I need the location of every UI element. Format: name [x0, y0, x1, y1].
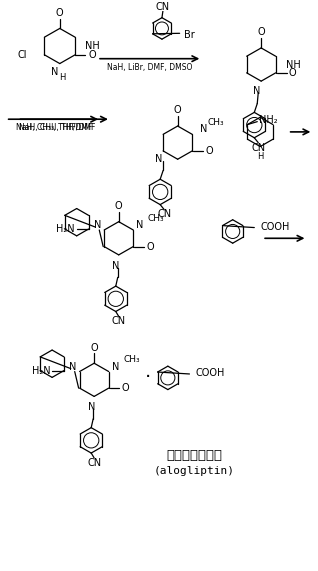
- Text: N: N: [69, 361, 76, 372]
- Text: O: O: [146, 242, 154, 252]
- Text: O: O: [56, 8, 64, 18]
- Text: N: N: [252, 86, 260, 96]
- Text: N: N: [87, 402, 95, 412]
- Text: NH: NH: [85, 41, 100, 51]
- Text: Cl: Cl: [17, 50, 27, 60]
- Text: COOH: COOH: [260, 222, 290, 232]
- Text: O: O: [205, 146, 213, 156]
- Text: COOH: COOH: [195, 368, 225, 378]
- Text: O: O: [90, 343, 98, 353]
- Text: N: N: [51, 67, 59, 77]
- Text: NaH, CH₃I, THF/DMF: NaH, CH₃I, THF/DMF: [19, 123, 95, 132]
- Text: O: O: [88, 50, 96, 60]
- Text: N: N: [155, 154, 162, 164]
- Text: NH: NH: [286, 59, 300, 70]
- Text: O: O: [174, 106, 182, 115]
- Text: H: H: [257, 152, 263, 161]
- Text: NaH, CH₃I, THF/DMF: NaH, CH₃I, THF/DMF: [16, 123, 92, 132]
- Text: O: O: [289, 68, 296, 78]
- Text: CN: CN: [87, 458, 101, 468]
- Text: CH₃: CH₃: [148, 214, 165, 223]
- Text: H₂N: H₂N: [32, 365, 50, 376]
- Text: 苯甲酸阶格列汀: 苯甲酸阶格列汀: [166, 449, 222, 463]
- Text: Br: Br: [183, 30, 194, 41]
- Text: N: N: [112, 260, 120, 271]
- Text: CH₃: CH₃: [208, 118, 225, 127]
- Text: NH₂: NH₂: [259, 115, 278, 124]
- Text: N: N: [93, 220, 101, 230]
- Text: O: O: [115, 201, 122, 211]
- Text: N: N: [136, 220, 144, 230]
- Text: CN: CN: [156, 2, 170, 12]
- Text: H₂N: H₂N: [56, 224, 75, 234]
- Text: CN: CN: [157, 210, 171, 219]
- Text: ·: ·: [145, 368, 151, 387]
- Text: N: N: [112, 361, 119, 372]
- Text: CN: CN: [112, 316, 126, 326]
- Text: O: O: [121, 383, 129, 393]
- Text: NaH, LiBr, DMF, DMSO: NaH, LiBr, DMF, DMSO: [107, 63, 193, 72]
- Text: CN: CN: [251, 143, 265, 152]
- Text: O: O: [257, 27, 265, 37]
- Text: (alogliptin): (alogliptin): [154, 465, 235, 476]
- Text: H: H: [59, 73, 66, 82]
- Text: N: N: [200, 124, 207, 134]
- Text: CH₃: CH₃: [123, 355, 140, 364]
